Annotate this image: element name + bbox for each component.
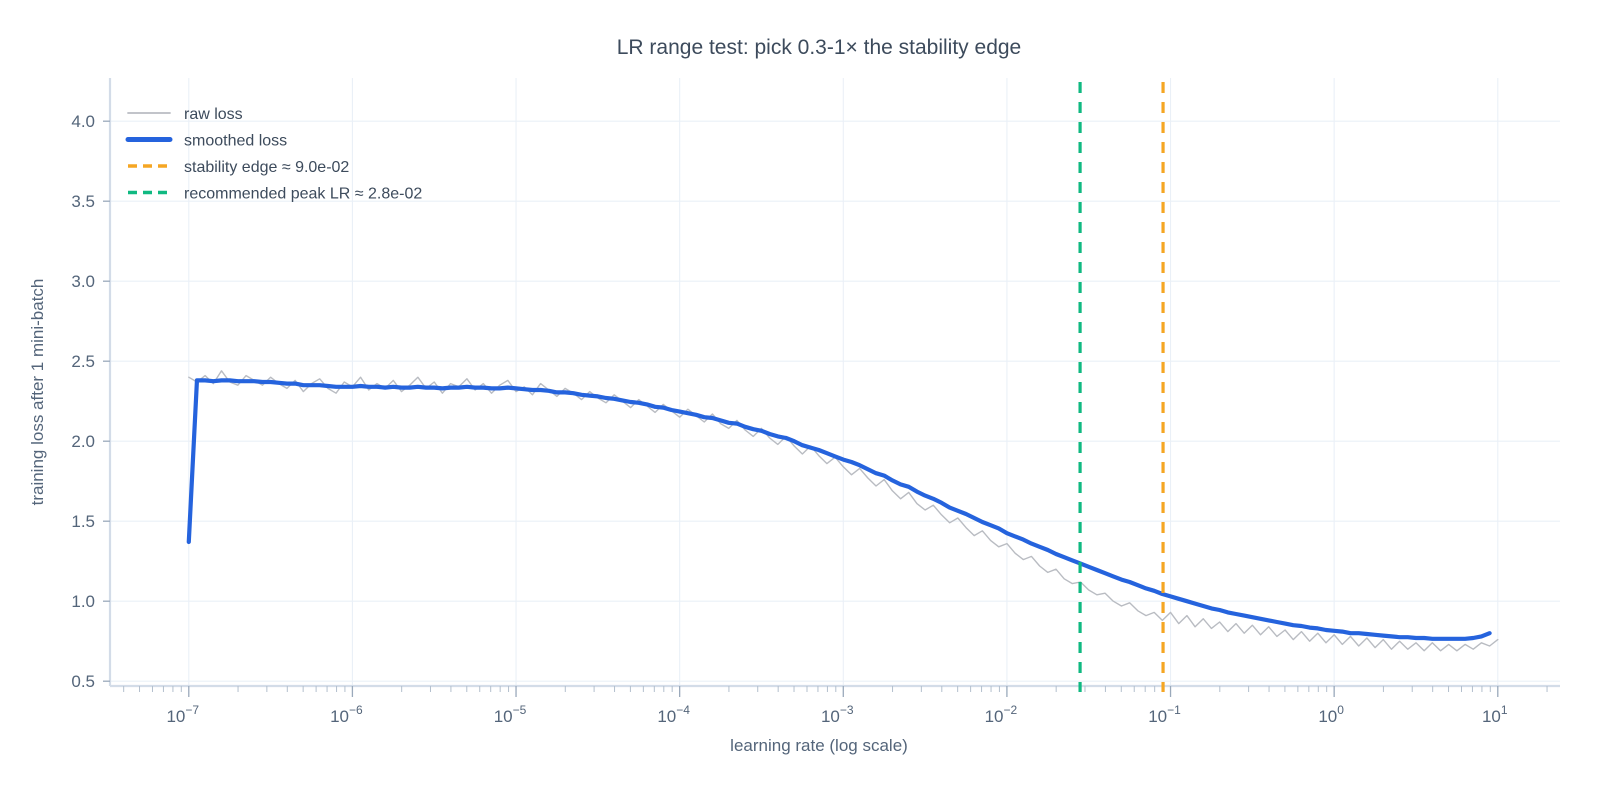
svg-text:10−2: 10−2 bbox=[985, 703, 1018, 726]
gridlines bbox=[110, 78, 1560, 686]
x-tick-label-5: 10−2 bbox=[985, 703, 1018, 726]
x-axis-tick-labels: 10−7 10−6 10−5 10−4 10−3 10−2 10−1 100 101 bbox=[166, 703, 1507, 726]
svg-text:10−6: 10−6 bbox=[330, 703, 363, 726]
y-tick-label-4: 2.5 bbox=[71, 352, 95, 371]
x-tick-label-4: 10−3 bbox=[821, 703, 854, 726]
x-tick-label-3: 10−4 bbox=[657, 703, 690, 726]
series-line-smoothed_loss bbox=[186, 378, 1492, 641]
vertical-marker-lines bbox=[1078, 82, 1165, 692]
y-tick-label-1: 1.0 bbox=[71, 592, 95, 611]
chart-legend: raw loss smoothed loss stability edge ≈ 9.… bbox=[125, 106, 422, 203]
y-tick-label-7: 4.0 bbox=[71, 112, 95, 131]
legend-item-3[interactable]: recommended peak LR ≈ 2.8e-02 bbox=[128, 186, 422, 203]
svg-text:10−5: 10−5 bbox=[494, 703, 527, 726]
chart-title: LR range test: pick 0.3-1× the stability… bbox=[617, 36, 1022, 59]
x-tick-label-7: 100 bbox=[1318, 703, 1344, 726]
axis-tickmarks bbox=[103, 120, 1548, 697]
y-tick-label-5: 3.0 bbox=[71, 272, 95, 291]
y-axis-title: training loss after 1 mini-batch bbox=[28, 279, 47, 506]
x-axis-title: learning rate (log scale) bbox=[730, 736, 908, 755]
svg-text:101: 101 bbox=[1482, 703, 1508, 726]
legend-item-1[interactable]: smoothed loss bbox=[125, 133, 287, 150]
y-axis-tick-labels: 0.5 1.0 1.5 2.0 2.5 3.0 3.5 4.0 bbox=[71, 112, 95, 691]
legend-label-2: stability edge ≈ 9.0e-02 bbox=[184, 159, 349, 176]
x-tick-label-1: 10−6 bbox=[330, 703, 363, 726]
y-tick-label-0: 0.5 bbox=[71, 672, 95, 691]
y-tick-label-2: 1.5 bbox=[71, 512, 95, 531]
data-series bbox=[186, 370, 1499, 652]
legend-label-0: raw loss bbox=[184, 106, 243, 123]
svg-text:10−1: 10−1 bbox=[1148, 703, 1181, 726]
x-tick-label-8: 101 bbox=[1482, 703, 1508, 726]
x-tick-label-2: 10−5 bbox=[494, 703, 527, 726]
legend-label-1: smoothed loss bbox=[184, 133, 287, 150]
svg-text:10−4: 10−4 bbox=[657, 703, 690, 726]
svg-text:10−3: 10−3 bbox=[821, 703, 854, 726]
legend-label-3: recommended peak LR ≈ 2.8e-02 bbox=[184, 186, 422, 203]
svg-text:100: 100 bbox=[1318, 703, 1344, 726]
legend-item-2[interactable]: stability edge ≈ 9.0e-02 bbox=[128, 159, 349, 176]
svg-text:10−7: 10−7 bbox=[166, 703, 199, 726]
y-tick-label-6: 3.5 bbox=[71, 192, 95, 211]
x-tick-label-0: 10−7 bbox=[166, 703, 199, 726]
y-tick-label-3: 2.0 bbox=[71, 432, 95, 451]
x-tick-label-6: 10−1 bbox=[1148, 703, 1181, 726]
legend-item-0[interactable]: raw loss bbox=[127, 106, 243, 123]
